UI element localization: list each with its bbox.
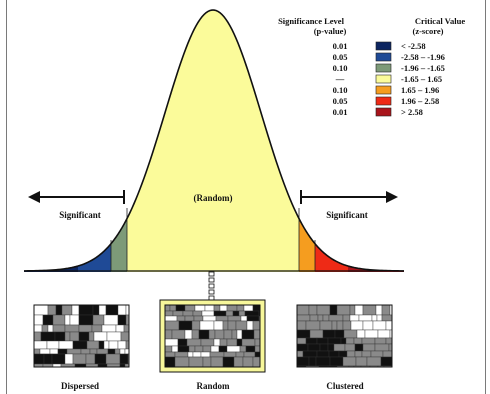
legend-swatch <box>375 96 392 106</box>
legend-zscore: 1.96 – 2.58 <box>401 96 439 106</box>
right-arrow <box>300 190 398 204</box>
legend-pvalue: 0.10 <box>333 85 348 95</box>
map-random <box>164 304 261 368</box>
significance-subheader: (p-value) <box>314 26 347 36</box>
legend-zscore: -1.65 – 1.65 <box>401 74 442 84</box>
legend-swatch <box>375 41 392 51</box>
bell-curve-outline <box>23 9 405 272</box>
map-dispersed <box>33 304 130 368</box>
band-right-001 <box>348 10 404 273</box>
legend-pvalue: — <box>335 74 345 84</box>
legend: Significance Level (p-value) Critical Va… <box>278 16 465 117</box>
legend-swatch <box>375 107 392 117</box>
legend-zscore: 1.65 – 1.96 <box>401 85 439 95</box>
map-label-random: Random <box>196 381 230 391</box>
map-label-dispersed: Dispersed <box>61 381 99 391</box>
significant-left-label: Significant <box>59 210 101 220</box>
legend-zscore: > 2.58 <box>401 107 423 117</box>
legend-zscore: < -2.58 <box>401 41 426 51</box>
band-random <box>127 10 299 273</box>
legend-pvalue: 0.05 <box>333 96 348 106</box>
left-arrow <box>28 190 125 204</box>
curve-bands <box>24 10 404 273</box>
legend-pvalue: 0.05 <box>333 52 348 62</box>
legend-pvalue: 0.01 <box>333 41 348 51</box>
map-clustered <box>296 304 393 368</box>
legend-pvalue: 0.01 <box>333 107 348 117</box>
legend-pvalue: 0.10 <box>333 63 348 73</box>
figure-frame <box>6 0 486 394</box>
band-left-005 <box>78 10 111 273</box>
legend-zscore: -1.96 – -1.65 <box>401 63 445 73</box>
map-label-clustered: Clustered <box>326 381 363 391</box>
dotted-connector <box>208 271 215 301</box>
significance-header: Significance Level <box>278 16 345 26</box>
legend-swatch <box>375 52 392 62</box>
band-left-001 <box>24 10 78 273</box>
critical-subheader: (z-score) <box>413 26 444 36</box>
random-center-label: (Random) <box>193 193 232 203</box>
legend-swatch <box>375 63 392 73</box>
legend-swatch <box>375 74 392 84</box>
critical-header: Critical Value <box>415 16 466 26</box>
legend-zscore: -2.58 – -1.96 <box>401 52 445 62</box>
legend-swatch <box>375 85 392 95</box>
significant-right-label: Significant <box>326 210 368 220</box>
